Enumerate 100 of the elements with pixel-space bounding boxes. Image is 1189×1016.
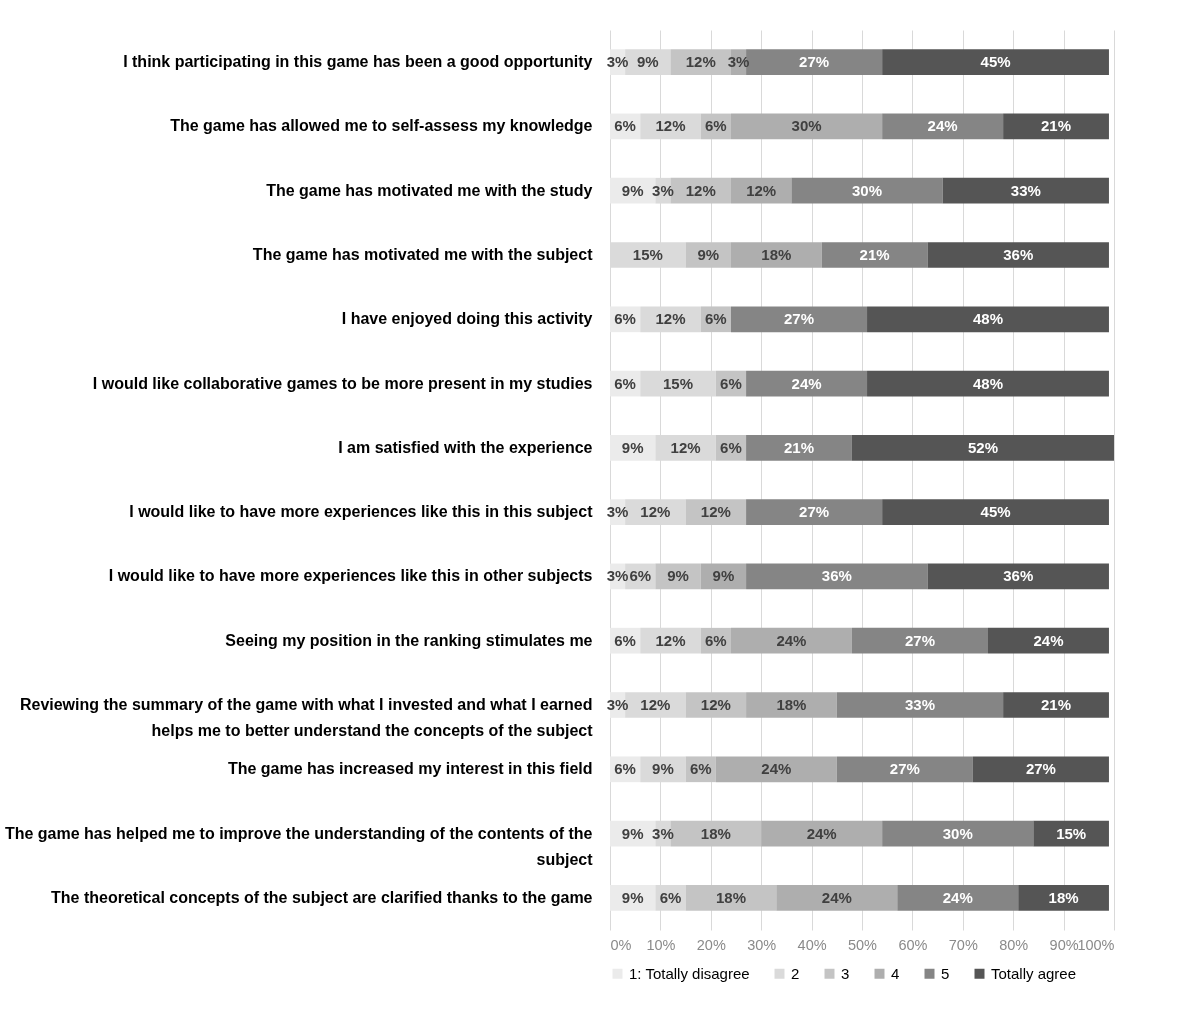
bar <box>867 370 1109 397</box>
data-label: 24% <box>776 631 807 649</box>
bar <box>821 242 928 268</box>
bar <box>1003 113 1109 140</box>
data-label: 33% <box>904 696 935 713</box>
bar <box>746 370 868 397</box>
bar <box>1018 885 1109 911</box>
bar <box>927 242 1109 268</box>
data-label: 24% <box>821 888 852 906</box>
data-label: 12% <box>655 631 686 649</box>
data-label: 12% <box>655 310 686 328</box>
bar <box>882 499 1109 525</box>
data-label: 30% <box>942 824 973 842</box>
data-label: 18% <box>700 824 731 842</box>
data-label: 6% <box>614 117 636 135</box>
data-label: 6% <box>629 567 652 585</box>
data-label: 3% <box>606 567 629 585</box>
data-label: 45% <box>980 53 1011 71</box>
bar <box>882 49 1109 75</box>
bar <box>927 563 1109 590</box>
x-tick-label: 20% <box>696 936 726 953</box>
x-tick-label: 50% <box>847 936 878 953</box>
bar <box>897 885 1019 911</box>
data-label: 27% <box>783 310 815 328</box>
data-label: 3% <box>727 53 750 71</box>
data-label: 6% <box>614 374 636 392</box>
data-label: 3% <box>606 53 629 71</box>
bar <box>685 885 777 911</box>
bar <box>988 627 1109 654</box>
y-tick-label: Seeing my position in the ranking stimulates me <box>225 631 593 649</box>
data-label: 3% <box>606 503 629 521</box>
data-label: 24% <box>791 374 822 392</box>
data-label: 6% <box>689 760 712 778</box>
data-label: 24% <box>806 824 837 842</box>
y-tick-label: The game has helped me to improve the understanding of the contents of the subject <box>4 824 594 868</box>
data-label: 9% <box>667 567 689 585</box>
data-label: 9% <box>621 181 644 199</box>
data-label: 15% <box>1056 824 1087 842</box>
bar <box>761 820 883 847</box>
data-label: 21% <box>1041 696 1072 713</box>
bar <box>882 820 1034 847</box>
bar <box>715 756 837 783</box>
data-label: 12% <box>670 438 701 456</box>
data-label: 6% <box>705 631 727 649</box>
data-label: 9% <box>636 53 659 71</box>
data-label: 3% <box>652 824 674 842</box>
bar <box>1003 692 1109 718</box>
data-label: 48% <box>972 310 1004 328</box>
legend-label: 1: Totally disagree <box>629 964 750 982</box>
y-tick-label: I would like to have more experiences like this in this subject <box>129 503 594 521</box>
data-label: 6% <box>705 310 727 328</box>
y-tick-label: I would like collaborative games to be more present in my studies <box>92 374 593 392</box>
bar <box>836 692 1004 718</box>
data-label: 6% <box>614 760 636 778</box>
data-label: 9% <box>712 567 735 585</box>
x-tick-label: 70% <box>948 936 978 953</box>
data-label: 3% <box>606 696 629 713</box>
x-tick-label: 60% <box>898 936 928 953</box>
y-tick-label: I would like to have more experiences like this in other subjects <box>108 567 593 585</box>
x-tick-label: 40% <box>797 936 827 953</box>
data-label: 12% <box>700 696 731 713</box>
data-label: 12% <box>640 503 671 521</box>
x-tick-label: 100% <box>1077 936 1115 953</box>
data-label: 45% <box>980 503 1011 521</box>
data-label: 21% <box>1041 117 1072 135</box>
data-label: 18% <box>761 246 792 263</box>
bar <box>746 435 852 461</box>
y-tick-label: The theoretical concepts of the subject are clarified thanks to the game <box>51 888 593 906</box>
data-label: 52% <box>967 438 998 456</box>
data-label: 36% <box>821 567 852 585</box>
data-label: 12% <box>700 503 731 521</box>
bar <box>942 177 1109 204</box>
legend-label: 5 <box>941 964 950 982</box>
data-label: 6% <box>614 310 636 328</box>
data-label: 6% <box>705 117 727 135</box>
data-label: 12% <box>685 181 716 199</box>
data-label: 27% <box>799 503 830 521</box>
data-label: 21% <box>783 438 815 456</box>
bar <box>730 627 852 654</box>
legend-label: Totally agree <box>991 964 1077 982</box>
data-label: 24% <box>942 888 973 906</box>
bar <box>972 756 1109 783</box>
data-label: 24% <box>1033 631 1064 649</box>
x-tick-label: 30% <box>747 936 777 953</box>
x-tick-label: 90% <box>1049 936 1079 953</box>
data-label: 6% <box>720 374 742 392</box>
bar <box>746 499 883 525</box>
bar <box>730 306 868 333</box>
data-label: 9% <box>697 246 720 263</box>
data-label: 30% <box>791 117 822 135</box>
data-label: 24% <box>761 760 792 778</box>
bar <box>882 113 1004 140</box>
data-label: 33% <box>1010 181 1041 199</box>
data-label: 27% <box>889 760 920 778</box>
data-label: 12% <box>640 696 671 713</box>
data-label: 6% <box>614 631 636 649</box>
y-tick-label: The game has allowed me to self-assess my knowledge <box>170 117 593 135</box>
bar <box>730 242 822 268</box>
data-label: 12% <box>685 53 716 71</box>
data-label: 15% <box>663 374 694 392</box>
